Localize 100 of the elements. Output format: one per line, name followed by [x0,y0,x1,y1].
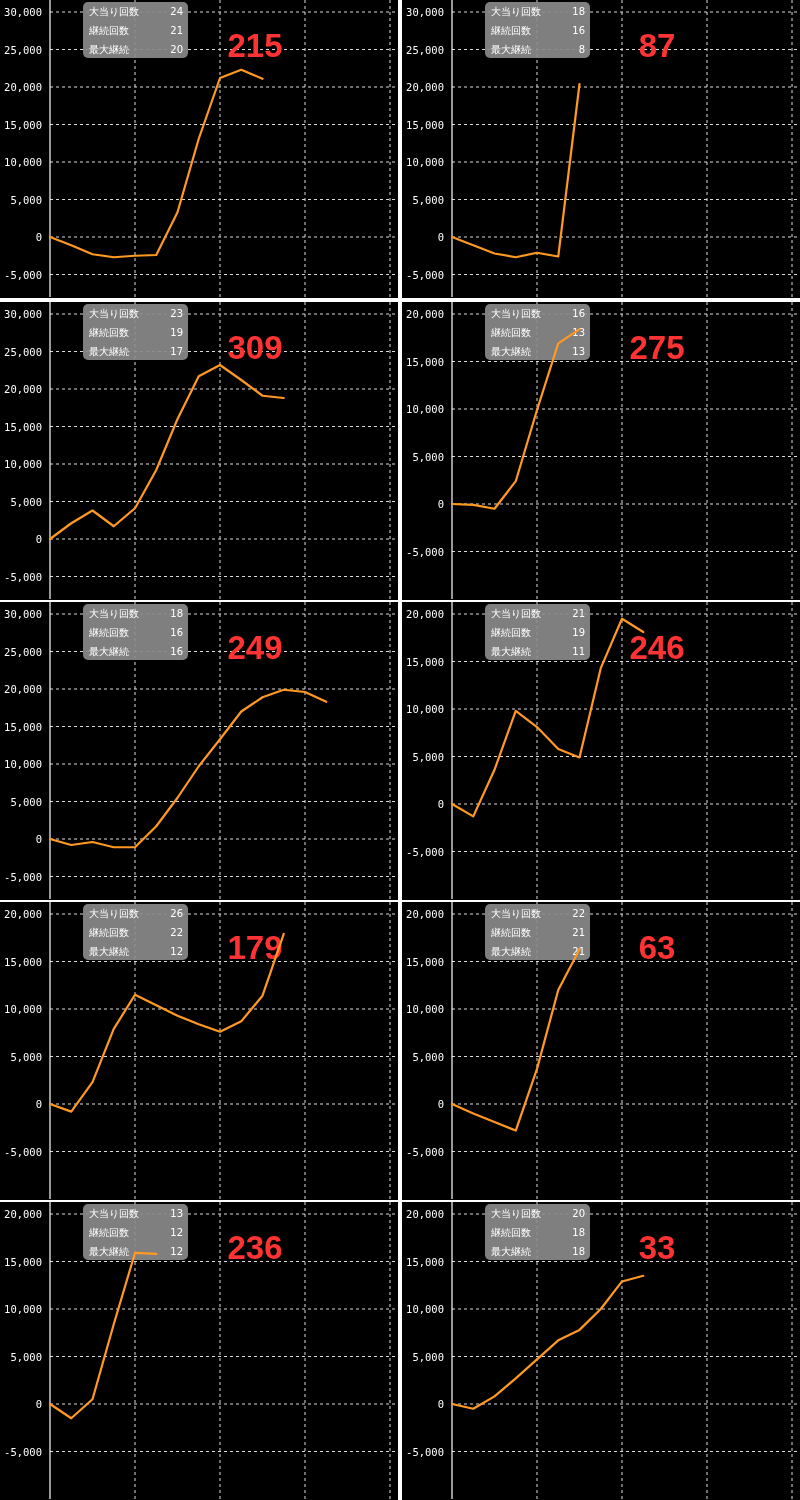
annotation: 17 [170,346,183,357]
y-tick-label: 10,000 [406,1303,444,1315]
annotation: 236 [227,1229,283,1266]
y-tick-label: 20,000 [406,308,444,320]
y-tick-label: -5,000 [4,1145,42,1158]
annotation: 継続回数 [88,25,129,36]
y-tick-label: 10,000 [4,758,42,770]
annotation: 最大継続 [89,1246,129,1257]
annotation: 18 [572,1227,585,1238]
line-series [48,68,264,259]
annotation: 継続回数 [490,927,531,938]
y-tick-label: 15,000 [406,655,444,668]
y-tick-label: 10,000 [4,458,42,470]
annotation: 大当り回数 [89,608,139,619]
annotation: 18 [170,608,183,619]
y-tick-label: -5,000 [4,268,42,281]
y-tick-label: 20,000 [4,81,42,93]
y-tick-label: 0 [437,231,444,243]
annotation: 継続回数 [88,327,129,338]
y-tick-label: 5,000 [10,495,42,508]
y-tick-label: 25,000 [4,345,42,358]
y-tick-label: 10,000 [406,156,444,168]
y-tick-label: 5,000 [10,1350,42,1363]
y-tick-label: 10,000 [4,1303,42,1315]
annotation: 大当り回数 [89,908,139,919]
y-tick-label: 20,000 [4,1208,42,1220]
annotation: 最大継続 [491,1246,531,1257]
y-tick-label: 20,000 [4,683,42,695]
annotation: 23 [170,308,183,319]
y-tick-label: 10,000 [406,403,444,415]
y-tick-label: 0 [437,798,444,810]
annotation: 大当り回数 [491,6,541,17]
annotation: 大当り回数 [89,1208,139,1219]
line-series [48,363,285,541]
y-tick-label: 0 [437,1398,444,1410]
annotation: 12 [170,1246,183,1257]
annotation: 最大継続 [491,44,531,55]
y-tick-label: 15,000 [4,720,42,733]
y-tick-label: 0 [35,1098,42,1110]
annotation: 継続回数 [88,627,129,638]
annotation: 継続回数 [490,1227,531,1238]
annotation: 大当り回数 [89,6,139,17]
annotation: 最大継続 [491,646,531,657]
annotation: 最大継続 [89,44,129,55]
annotation: 16 [572,308,585,319]
annotation: 大当り回数 [491,1208,541,1219]
y-tick-label: -5,000 [406,1145,444,1158]
y-tick-label: 30,000 [406,6,444,18]
annotation: 19 [170,327,183,338]
annotation: 20 [170,44,183,55]
annotation: 26 [170,908,183,919]
annotation: 24 [170,6,183,17]
y-tick-label: 10,000 [4,156,42,168]
y-tick-label: 20,000 [406,81,444,93]
y-tick-label: 5,000 [412,450,444,463]
annotation: 275 [629,329,685,366]
y-tick-label: -5,000 [4,1445,42,1458]
annotation: 87 [638,27,676,64]
annotation: 16 [572,25,585,36]
annotation: 12 [170,946,183,957]
y-tick-label: -5,000 [406,1445,444,1458]
y-tick-label: -5,000 [4,570,42,583]
annotation: 最大継続 [491,946,531,957]
y-tick-label: 0 [35,1398,42,1410]
annotation: 22 [170,927,183,938]
annotation: 最大継続 [89,946,129,957]
y-tick-label: 20,000 [406,1208,444,1220]
y-tick-label: 5,000 [412,1350,444,1363]
y-tick-label: 15,000 [406,118,444,131]
y-tick-label: 20,000 [4,383,42,395]
y-tick-label: 15,000 [4,118,42,131]
annotation: 18 [572,1246,585,1257]
annotation: 大当り回数 [89,308,139,319]
y-tick-label: 25,000 [406,43,444,56]
annotation: 最大継続 [89,346,129,357]
y-tick-label: -5,000 [4,870,42,883]
y-tick-label: 15,000 [4,420,42,433]
y-tick-label: 10,000 [406,1003,444,1015]
y-tick-label: 15,000 [406,355,444,368]
y-tick-label: 0 [35,533,42,545]
annotation: 63 [638,929,676,966]
y-tick-label: 5,000 [10,1050,42,1063]
annotation: 継続回数 [490,25,531,36]
y-tick-label: 0 [35,833,42,845]
annotation: 21 [572,927,585,938]
annotation: 22 [572,908,585,919]
y-tick-label: 15,000 [4,1255,42,1268]
annotation: 16 [170,627,183,638]
annotation: 246 [629,629,685,666]
annotation: 13 [572,327,585,338]
annotation: 249 [227,629,283,666]
annotation: 215 [227,27,283,64]
y-tick-label: -5,000 [406,545,444,558]
annotation: 21 [170,25,183,36]
y-tick-label: 15,000 [406,1255,444,1268]
y-tick-label: 5,000 [10,795,42,808]
y-tick-label: -5,000 [406,845,444,858]
annotation: 21 [572,608,585,619]
line-series [48,688,328,849]
y-tick-label: 20,000 [4,908,42,920]
